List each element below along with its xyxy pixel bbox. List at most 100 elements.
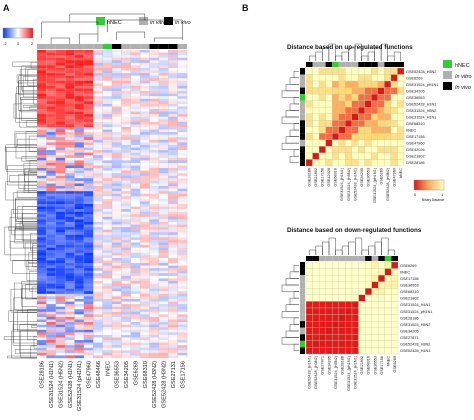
sample-label: GSE17156 (180, 361, 186, 388)
down-side-bar-cell (300, 294, 305, 302)
sample-label: GSE31524 (H5N2) (58, 361, 64, 408)
color-key-tick: 0 (17, 41, 20, 46)
color-key-tick: 2 (31, 41, 34, 46)
legend-swatch (139, 17, 148, 25)
up-side-bar-cell (300, 74, 305, 82)
sample-label: GSE27131 (171, 361, 177, 388)
sample-bar-cell (168, 44, 178, 49)
binary-key-bar (413, 179, 445, 191)
up-row-label: GSE6269 (406, 76, 422, 80)
legend-label: In vivo (455, 85, 471, 91)
legend-label: In vitro (455, 74, 472, 80)
up-row-label: GSE21802 (406, 155, 425, 159)
legend-label: hNEC (455, 63, 470, 69)
down-col-label: hNEC (386, 356, 390, 366)
down-side-bar-cell (300, 281, 305, 289)
up-row-label: GSE28186 (406, 161, 425, 165)
sample-label: GSE36553 (115, 361, 121, 388)
down-row-label: GSE31524_pH1N1 (400, 310, 433, 314)
up-row-label: GSE34205 (406, 89, 425, 93)
bottom-matrix-title: Distance based on down-regulated functio… (287, 227, 422, 234)
sample-label: GSE52428 (H3N2) (152, 361, 158, 408)
down-row-label: GSE21802 (400, 297, 419, 301)
up-row-label: GSE52428_H1N1 (406, 102, 436, 106)
up-col-label: hNEC (399, 168, 403, 178)
down-row-label: GSE6269 (400, 264, 416, 268)
sample-bar-cell (158, 44, 169, 49)
top-matrix-title: Distance based on up-regulated functions (287, 44, 413, 51)
down-side-bar-cell (300, 268, 305, 276)
up-top-bar-cell (384, 62, 391, 67)
up-col-label: GSE68310 (334, 168, 338, 187)
sample-bar-cell (177, 44, 187, 49)
up-col-label: GSE34205 (360, 168, 364, 187)
down-col-label: GSE31524_(pH1N1) (347, 355, 351, 391)
up-col-label: GSE31524_(H1N1) (340, 167, 344, 201)
down-side-bar-cell (300, 327, 305, 335)
down-side-bar-cell (300, 308, 305, 315)
down-side-bar-cell (300, 347, 305, 354)
down-top-bar-cell (378, 256, 385, 261)
up-col-label: GSE17156 (321, 168, 325, 187)
sample-bar-cell (149, 44, 159, 49)
up-top-bar-cell (319, 62, 326, 67)
down-side-bar-cell (300, 301, 305, 308)
legend-label: in vitro (150, 20, 166, 26)
up-row-label: GSE31524_H5N2 (406, 109, 436, 113)
up-row-label: GSE31524_H1N1 (406, 116, 436, 120)
up-col-label: GSE31524_(H5N2) (347, 167, 351, 201)
sample-bar-cell (102, 44, 112, 49)
down-matrix (305, 261, 399, 355)
up-col-dendrogram (309, 43, 401, 61)
heatmap-cells (37, 50, 188, 359)
up-side-bar-cell (300, 159, 305, 166)
legend-swatch (443, 71, 452, 79)
sample-label: GSE34205 (124, 361, 130, 388)
down-col-label: GSE52428_(H3N2) (314, 355, 318, 389)
up-col-label: GSE52428_(H3N2) (386, 167, 390, 201)
up-top-bar-cell (306, 62, 313, 67)
down-top-bar-cell (319, 256, 326, 261)
up-side-bar-cell (300, 87, 305, 95)
sample-label: GSE28186 (40, 361, 46, 388)
up-side-bar-cell (300, 81, 305, 88)
down-col-label: GSE17156 (380, 356, 384, 375)
up-col-label: GSE21802 (314, 168, 318, 187)
down-side-bar-cell (300, 275, 305, 282)
up-side-bar-cell (300, 133, 305, 140)
down-row-label: GSE28186 (400, 316, 419, 320)
up-col-label: GSE31524_(pH1N1) (373, 167, 377, 203)
down-row-label: hNEC (400, 270, 410, 274)
down-top-bar-cell (391, 256, 398, 261)
down-side-bar-cell (300, 262, 305, 269)
up-side-bar-cell (300, 94, 305, 101)
sample-bar-cell (93, 44, 103, 49)
down-col-dendrogram (309, 237, 395, 255)
up-side-bar-cell (300, 113, 305, 121)
down-col-label: GSE52428_(H1N1) (308, 355, 312, 389)
down-top-bar-cell (371, 256, 379, 261)
sample-label: GSE52428 (H1N1) (68, 361, 74, 408)
up-top-bar-cell (364, 62, 372, 67)
up-top-bar-cell (325, 62, 333, 67)
up-top-bar-cell (377, 62, 385, 67)
up-row-label: GSE31524_pH1N1 (406, 83, 439, 87)
sample-bar-cell (37, 44, 47, 49)
down-top-bar-cell (325, 256, 333, 261)
up-col-label: GSE52428_(H1N1) (353, 167, 357, 201)
up-top-bar-cell (351, 62, 359, 67)
up-col-label: GSE42026 (327, 168, 331, 187)
legend-label: in vivo (175, 20, 191, 26)
sample-label: GSE47960 (87, 361, 93, 388)
down-col-label: GSE21802 (360, 356, 364, 375)
up-side-bar-cell (300, 126, 305, 134)
down-top-bar-cell (352, 256, 359, 261)
down-side-bar-cell (300, 314, 305, 322)
down-row-label: GSE36553 (400, 284, 419, 288)
sample-bar-cell (130, 44, 141, 49)
up-col-label: GSE47960 (393, 168, 397, 187)
sample-bar-cell (112, 44, 122, 49)
sample-bar-cell (140, 44, 150, 49)
up-row-label: GSE36553 (406, 96, 425, 100)
down-col-label: GSE28186 (340, 356, 344, 375)
